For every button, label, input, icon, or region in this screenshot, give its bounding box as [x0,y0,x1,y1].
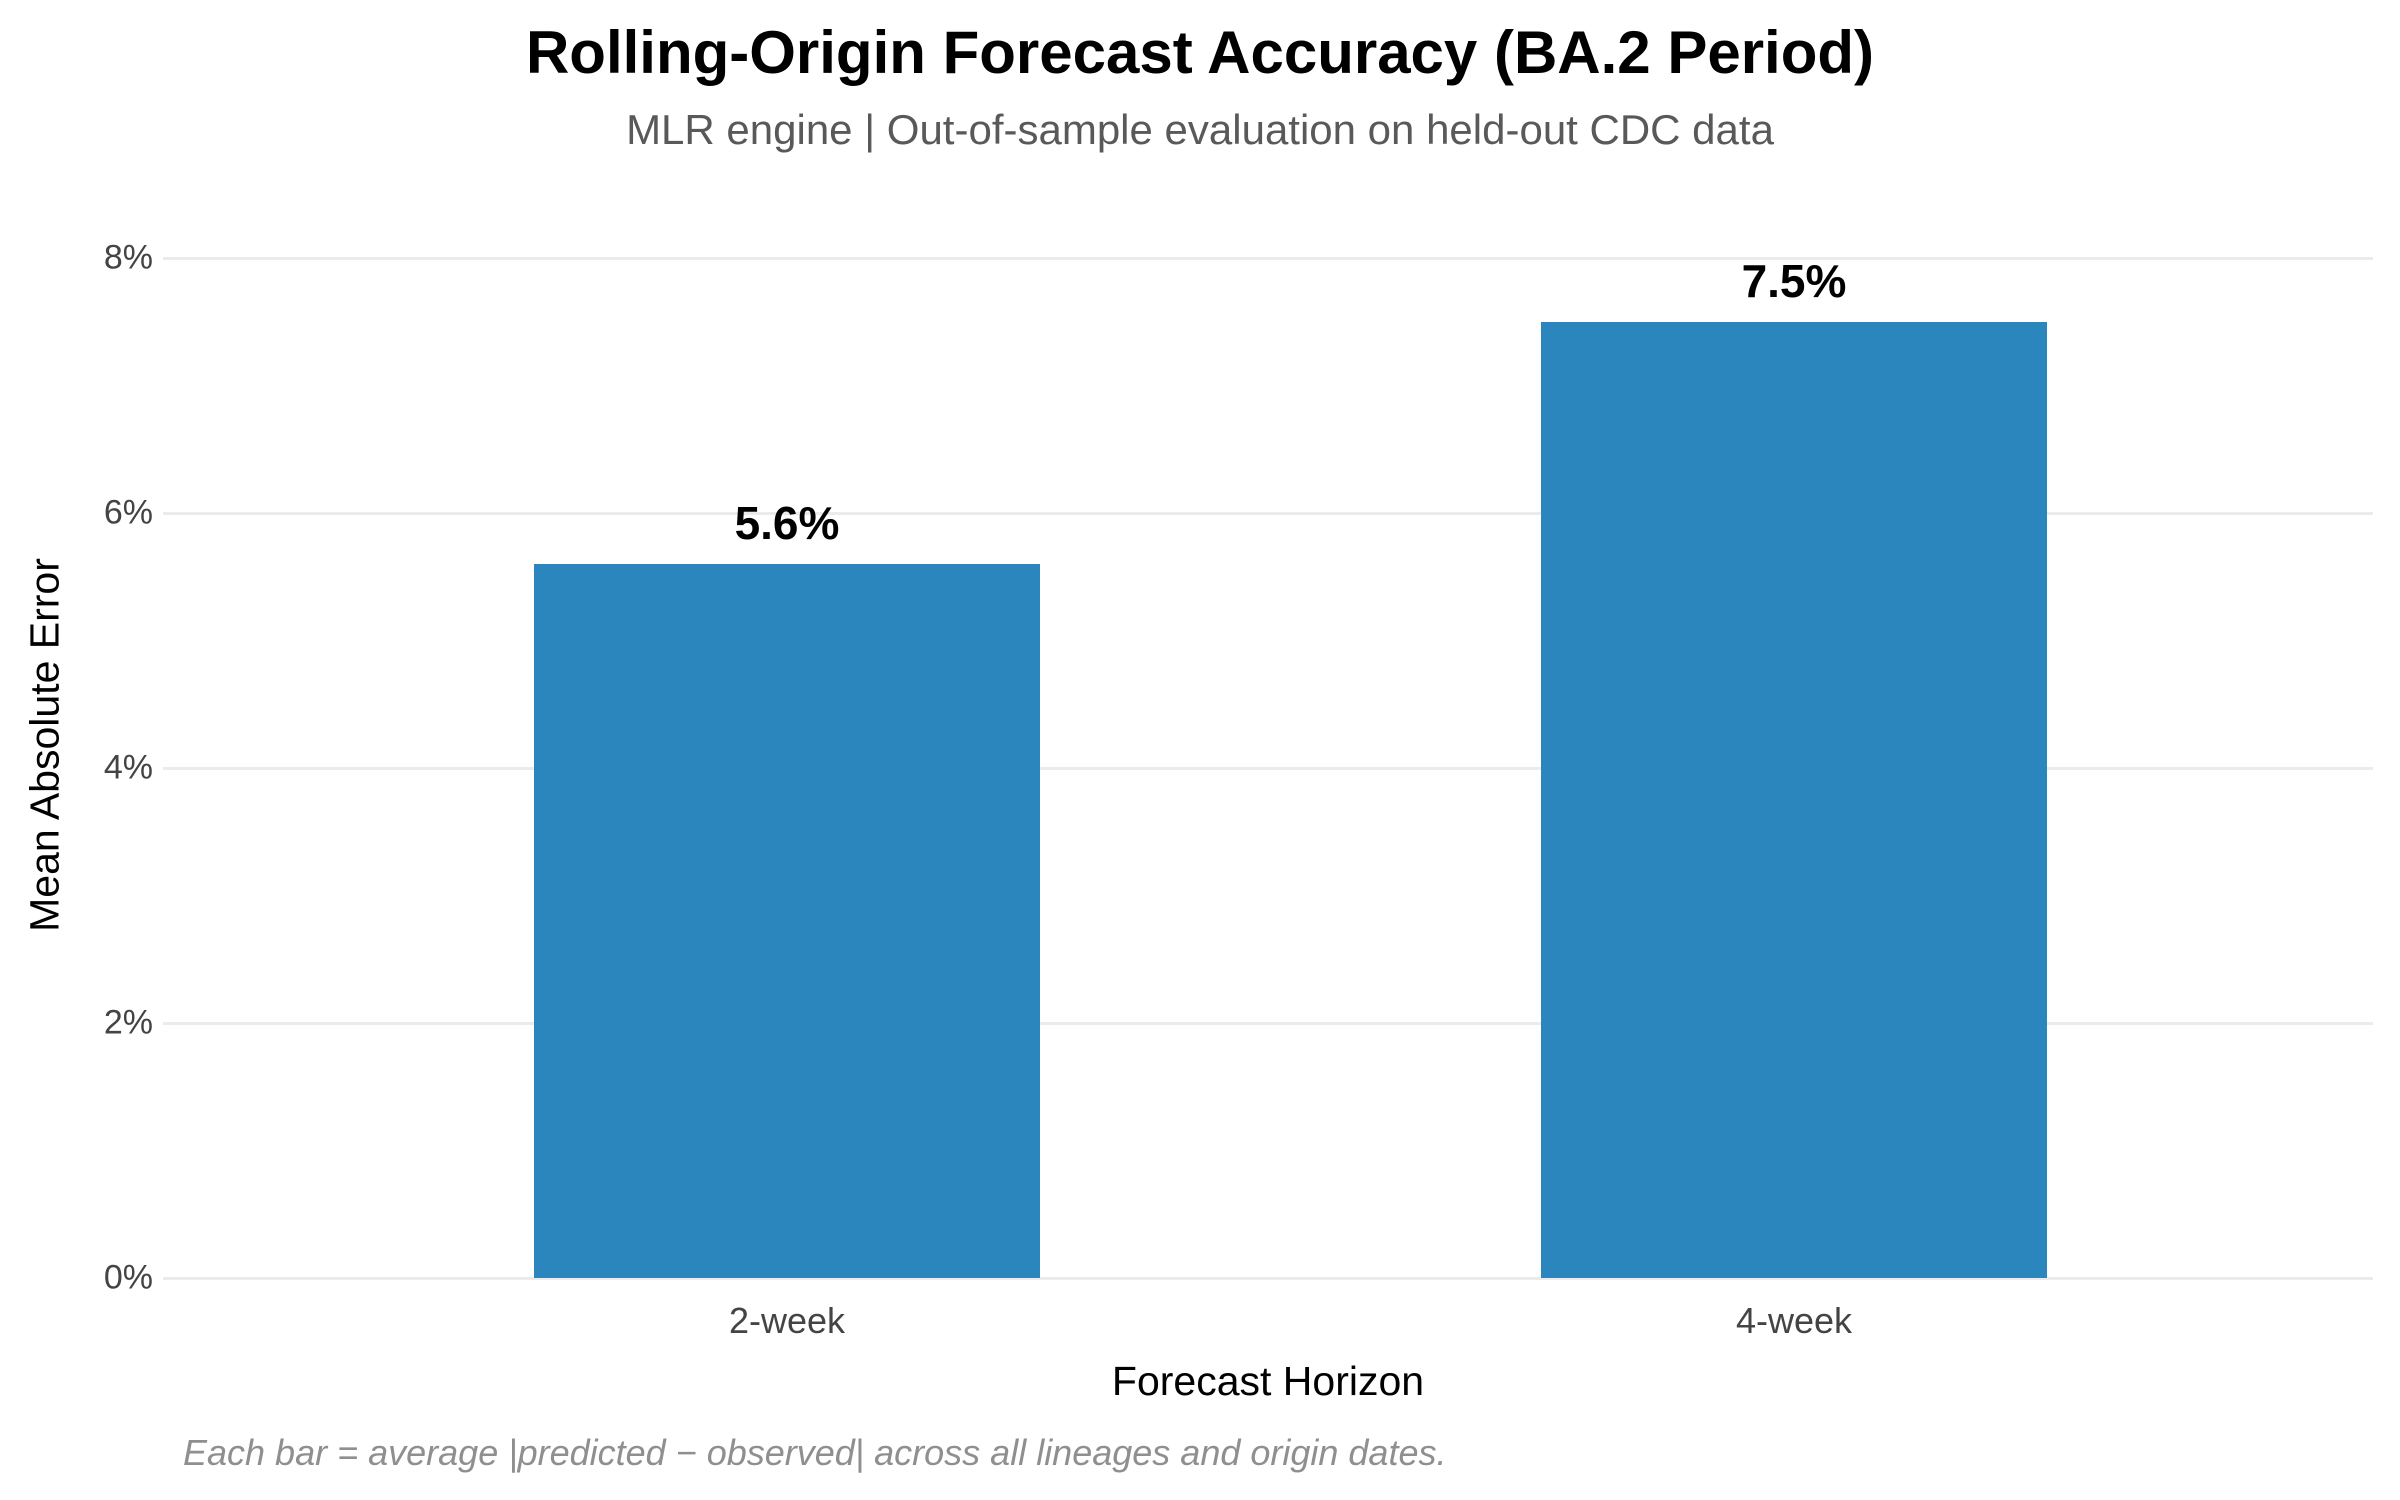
x-tick-label-4-week: 4-week [1735,1300,1853,1341]
bar-4-week [1541,321,2047,1278]
chart-title: Rolling-Origin Forecast Accuracy (BA.2 P… [525,19,1875,86]
bar-2-week [534,564,1040,1278]
y-axis-label-text: Mean Absolute Error [21,558,68,932]
chart-caption: Each bar = average |predicted − observed… [183,1432,1447,1473]
x-tick-label-2-week: 2-week [728,1300,846,1341]
y-tick-label-0%: 0% [103,1258,153,1297]
gridline-0% [163,1277,2373,1280]
y-tick-label-2%: 2% [103,1003,153,1042]
y-tick-label-8%: 8% [103,238,153,277]
x-axis-label: Forecast Horizon [1111,1358,1425,1404]
value-label-2-week: 5.6% [734,497,840,549]
y-tick-label-4%: 4% [103,748,153,787]
gridline-6% [163,512,2373,515]
gridline-4% [163,767,2373,770]
value-label-4-week: 7.5% [1741,254,1847,307]
plot-area: 5.6% 7.5% [163,255,2373,1280]
gridline-8% [163,257,2373,260]
gridline-2% [163,1022,2373,1025]
chart-subtitle: MLR engine | Out-of-sample evaluation on… [626,106,1774,153]
y-tick-label-6%: 6% [103,493,153,532]
